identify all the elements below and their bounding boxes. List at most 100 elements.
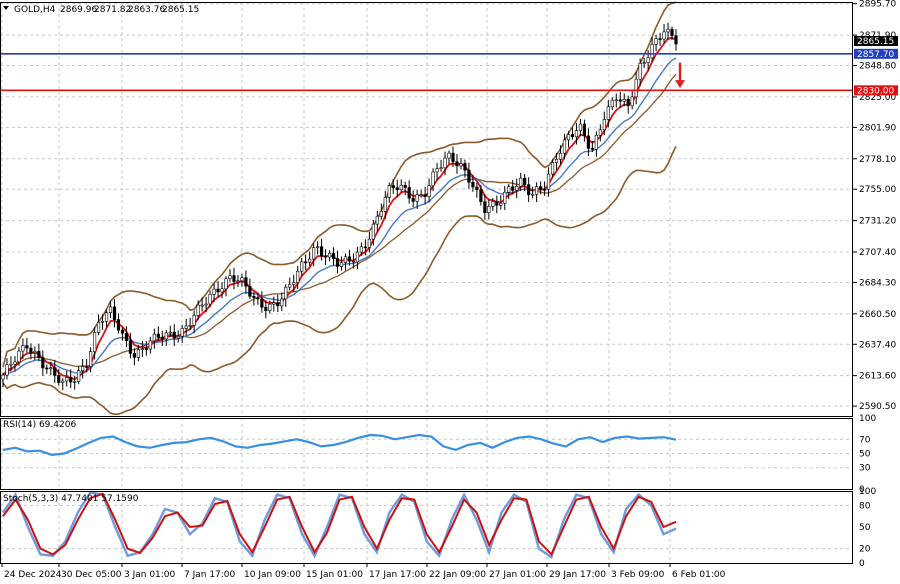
candle-body — [566, 134, 571, 141]
candle-body — [427, 185, 431, 197]
candle-body — [455, 161, 459, 167]
candle-body — [260, 298, 264, 308]
x-tick-label: 27 Jan 01:00 — [489, 570, 546, 580]
candle-body — [523, 177, 527, 185]
stoch-tick-label: 0 — [859, 559, 865, 569]
candle-body — [351, 260, 356, 263]
candle-body — [152, 333, 156, 342]
ema-fast-line — [2, 36, 677, 381]
candle-body — [212, 288, 216, 295]
x-tick-label: 17 Jan 17:00 — [369, 570, 426, 580]
stoch-tick-label: 50 — [859, 523, 871, 533]
candle-body — [192, 315, 196, 326]
rsi-panel[interactable] — [2, 433, 677, 457]
candle-body — [240, 277, 244, 282]
x-tick-label: 30 Dec 05:00 — [61, 570, 122, 580]
candle-body — [626, 98, 630, 107]
candle-body — [539, 186, 543, 190]
candle-body — [582, 123, 587, 137]
candle-body — [451, 152, 455, 163]
stoch-title: Stoch(5,3,3) 47.7401 57.1590 — [3, 494, 139, 504]
candle-body — [140, 348, 144, 350]
y-tick-label: 2590.50 — [859, 402, 896, 412]
candle-body — [598, 129, 602, 136]
y-tick-label: 2755.00 — [859, 185, 896, 195]
candle-body — [471, 181, 475, 188]
candle-body — [666, 28, 670, 33]
candle-body — [658, 38, 662, 40]
candle-body — [395, 187, 399, 191]
candle-body — [17, 350, 21, 363]
candle-body — [335, 258, 340, 267]
candle-body — [578, 123, 583, 131]
x-tick-label: 10 Jan 09:00 — [244, 570, 301, 580]
candle-body — [554, 158, 559, 163]
candle-body — [674, 35, 678, 45]
candle-body — [347, 256, 352, 262]
candle-body — [112, 306, 117, 320]
candle-body — [224, 278, 228, 290]
candle-body — [124, 332, 129, 341]
candle-body — [550, 162, 555, 175]
bollinger-middle-band — [2, 73, 677, 376]
candle-body — [168, 331, 172, 334]
candle-body — [228, 275, 232, 280]
candle-body — [443, 157, 447, 169]
candle-body — [160, 337, 164, 340]
candle-body — [268, 303, 272, 311]
candle-body — [81, 366, 85, 372]
candle-body — [288, 284, 292, 288]
candle-body — [13, 361, 17, 365]
candle-body — [29, 347, 33, 353]
candle-body — [236, 280, 240, 283]
candle-body — [244, 277, 248, 287]
candle-body — [610, 99, 614, 108]
candle-body — [670, 28, 674, 37]
price-panel[interactable] — [0, 1, 853, 416]
candle-body — [546, 173, 551, 190]
x-tick-label: 22 Jan 09:00 — [429, 570, 486, 580]
price-label: 2865.15 — [857, 37, 894, 47]
candle-body — [463, 163, 467, 171]
candle-body — [188, 325, 192, 327]
candle-body — [300, 261, 304, 272]
candle-body — [120, 329, 125, 334]
candle-body — [69, 377, 73, 383]
candle-body — [355, 251, 360, 263]
candle-body — [387, 185, 391, 198]
dropdown-icon[interactable] — [3, 6, 9, 10]
y-tick-label: 2778.10 — [859, 155, 896, 165]
grid — [0, 2, 853, 563]
candle-body — [100, 320, 105, 323]
candle-body — [25, 345, 29, 349]
candle-body — [622, 98, 626, 102]
candle-body — [646, 57, 650, 63]
candle-body — [156, 333, 160, 338]
candle-body — [92, 332, 97, 352]
candle-body — [5, 364, 9, 376]
candle-body — [415, 194, 419, 202]
candle-body — [654, 38, 658, 45]
candle-body — [1, 374, 5, 380]
candle-body — [503, 191, 507, 204]
y-tick-label: 2613.60 — [859, 372, 896, 382]
candle-body — [200, 304, 204, 307]
x-tick-label: 29 Jan 17:00 — [549, 570, 606, 580]
candle-body — [116, 319, 121, 331]
rsi-line — [2, 433, 677, 457]
candle-body — [276, 302, 280, 307]
stochastic-panel[interactable] — [2, 491, 677, 560]
candle-body — [606, 106, 610, 120]
panel-border — [0, 2, 853, 417]
candle-body — [399, 184, 403, 191]
candle-body — [423, 194, 427, 197]
candle-body — [650, 43, 654, 59]
candle-body — [363, 246, 367, 249]
candle-body — [487, 206, 491, 213]
candle-body — [196, 304, 200, 316]
candle-body — [515, 186, 519, 191]
candle-body — [144, 348, 148, 350]
candle-body — [527, 184, 531, 196]
candle-body — [280, 298, 284, 307]
